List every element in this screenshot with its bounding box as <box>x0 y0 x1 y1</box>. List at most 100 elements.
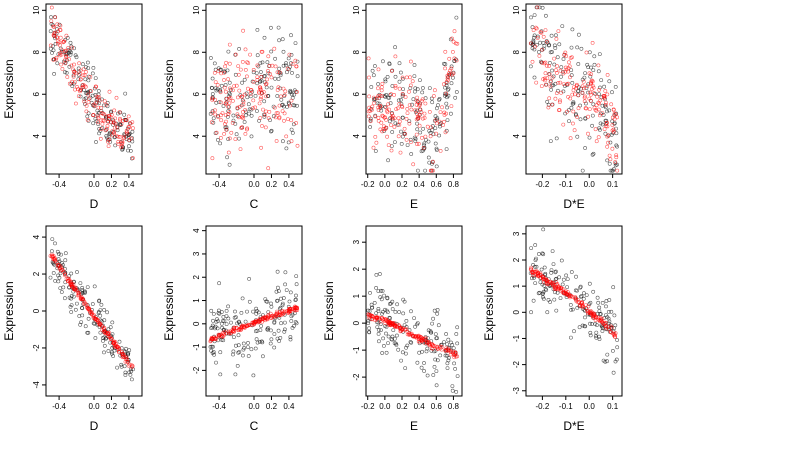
data-point <box>236 350 241 355</box>
data-point <box>381 114 386 119</box>
data-point <box>437 119 442 124</box>
data-point <box>278 94 283 99</box>
data-point <box>127 137 132 142</box>
data-point <box>432 364 437 369</box>
data-point <box>539 267 544 272</box>
data-point <box>283 89 288 94</box>
data-point <box>432 88 437 93</box>
data-point <box>51 257 55 262</box>
data-point <box>563 50 568 55</box>
data-point <box>395 302 400 307</box>
data-point <box>546 102 551 107</box>
data-point <box>398 150 403 155</box>
data-point <box>102 350 106 355</box>
data-point <box>573 296 578 301</box>
data-point <box>548 84 553 89</box>
data-point <box>557 275 562 280</box>
data-point <box>128 372 133 377</box>
data-point <box>219 118 224 123</box>
data-point <box>216 69 221 74</box>
data-point <box>126 125 131 129</box>
data-point <box>591 314 596 319</box>
data-point <box>275 88 280 92</box>
data-point <box>225 68 230 73</box>
data-point <box>436 347 440 352</box>
data-point <box>282 327 287 332</box>
data-point <box>226 304 231 309</box>
data-point <box>601 358 606 363</box>
data-point <box>573 288 578 293</box>
data-point <box>233 372 238 377</box>
data-point <box>397 123 402 127</box>
data-point <box>255 78 260 82</box>
data-point <box>112 108 117 113</box>
y-tick-label: 3 <box>192 251 201 256</box>
data-point <box>81 73 86 78</box>
data-point <box>417 107 422 112</box>
data-point <box>369 85 374 89</box>
data-point <box>66 46 70 51</box>
data-point <box>235 112 240 117</box>
data-point <box>400 115 405 120</box>
data-point <box>293 297 298 302</box>
data-point <box>224 308 229 313</box>
data-point <box>74 101 78 106</box>
data-point <box>259 78 264 83</box>
data-point <box>72 279 76 284</box>
data-point <box>224 96 229 101</box>
data-point <box>592 105 597 110</box>
x-axis-label: D*E <box>563 419 584 433</box>
data-point <box>285 66 290 71</box>
data-point <box>266 94 271 98</box>
x-tick-label: 0.2 <box>106 402 118 411</box>
data-point <box>232 84 237 89</box>
data-point <box>294 282 299 287</box>
data-point <box>613 359 618 364</box>
data-point <box>570 294 575 299</box>
data-point <box>53 241 57 246</box>
data-point <box>51 271 56 275</box>
data-point <box>400 350 405 355</box>
data-point <box>396 323 401 327</box>
data-point <box>595 295 600 300</box>
data-point <box>580 90 585 95</box>
data-point <box>269 315 274 320</box>
data-point <box>532 35 536 40</box>
data-point <box>403 132 408 136</box>
data-point <box>445 366 450 371</box>
x-tick-label: 0.4 <box>414 402 426 411</box>
data-point <box>549 268 554 273</box>
data-point <box>603 89 608 93</box>
data-point <box>547 96 552 101</box>
data-point <box>446 72 451 77</box>
data-point <box>86 66 91 71</box>
data-point <box>593 108 598 112</box>
data-point <box>428 134 433 139</box>
data-point <box>603 103 608 107</box>
data-point <box>405 107 410 111</box>
data-point <box>575 305 580 310</box>
data-point <box>553 96 558 101</box>
data-point <box>548 139 553 144</box>
data-point <box>62 58 67 63</box>
x-tick-label: -0.4 <box>212 180 226 189</box>
data-point <box>604 304 608 309</box>
data-point <box>283 282 288 287</box>
data-point <box>404 345 409 350</box>
data-point <box>213 80 218 85</box>
data-point <box>400 134 405 139</box>
data-point <box>416 116 421 120</box>
data-point <box>556 29 561 34</box>
data-point <box>79 295 84 300</box>
data-point <box>69 81 74 86</box>
data-point <box>209 120 214 125</box>
data-point <box>454 90 459 94</box>
data-point <box>211 318 215 323</box>
data-point <box>555 55 560 60</box>
data-point <box>99 118 104 123</box>
data-point <box>230 329 235 334</box>
data-point <box>56 279 61 284</box>
data-point <box>108 139 113 144</box>
